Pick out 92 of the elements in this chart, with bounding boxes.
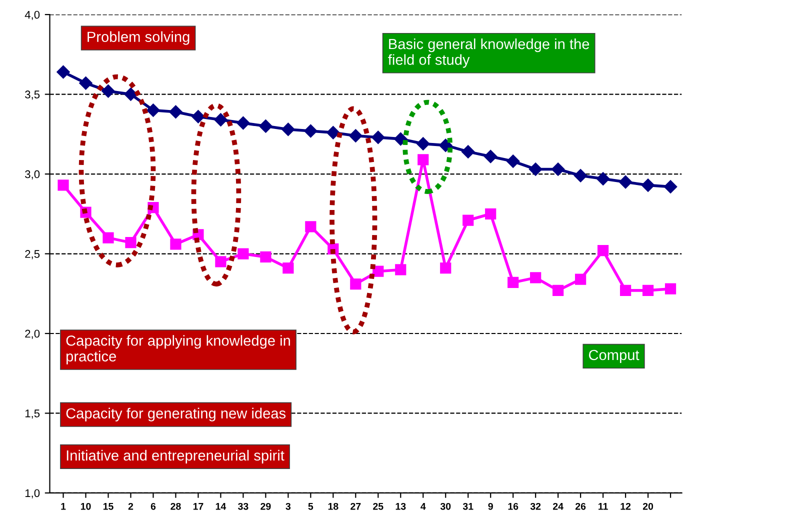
point [170,238,182,250]
y-tick-label: 1,0 [25,489,40,498]
point [395,264,406,276]
annotation: Capacity for generating new ideas [66,408,286,422]
point [552,284,564,296]
x-tick-label: 18 [328,502,338,510]
x-tick-label: 15 [103,503,114,510]
point [462,214,474,226]
point [79,76,92,90]
point [215,256,226,268]
point [418,154,429,166]
x-tick-label: 5 [308,503,314,510]
y-tick-label: 2,5 [25,250,40,260]
x-tick-label: 4 [420,503,426,510]
point [620,284,632,296]
x-tick-label: 11 [598,503,608,510]
point [192,110,205,124]
point [102,84,115,98]
point [530,272,542,284]
x-tick-label: 13 [396,502,406,510]
x-tick-label: 14 [216,503,226,510]
point [440,262,452,274]
x-tick-label: 30 [440,502,451,510]
point [260,251,272,263]
point [641,178,655,192]
annotation: Initiative and entrepreneurial spirit [66,450,284,464]
x-tick-label: 16 [508,502,518,510]
point [238,248,249,260]
y-tick-label: 3,0 [25,170,40,180]
y-tick-label: 4,0 [24,10,40,20]
point [664,180,678,194]
y-tick-label: 3,5 [25,90,40,100]
point [528,162,542,176]
point [236,116,250,130]
x-tick-label: 24 [553,502,564,510]
point [282,122,295,136]
point [439,138,452,152]
x-tick-label: 27 [350,502,361,510]
x-tick-label: 26 [575,502,586,510]
x-tick-label: 33 [238,502,248,510]
point [102,232,114,244]
point [58,180,69,191]
point [125,237,136,248]
point [304,124,318,138]
point [326,126,340,140]
point [506,154,520,168]
x-tick-label: 10 [80,502,91,510]
x-tick-label: 28 [170,502,181,510]
annotation: Problem solving [88,31,190,45]
x-tick-label: 31 [462,502,474,510]
point [642,284,654,296]
point [551,162,565,176]
annotation: Capacity for applying knowledge in practice [66,335,290,364]
x-tick-label: 2 [128,502,134,510]
x-tick-label: 1 [61,503,66,510]
point [596,172,610,186]
point [350,278,362,290]
x-tick-label: 6 [150,502,156,510]
point [485,208,496,220]
point [282,262,294,274]
x-tick-label: 17 [193,503,204,510]
x-tick-label: 12 [620,502,631,510]
point [349,129,362,142]
x-tick-label: 25 [373,502,384,510]
y-tick-label: 2,0 [25,330,40,339]
point [305,221,316,232]
x-tick-label: 20 [642,502,654,510]
point [146,104,160,117]
point [484,150,498,164]
point [372,266,384,277]
annotation: Basic general knowledge in the field of study [388,38,590,68]
x-tick-label: 29 [260,502,271,510]
point [575,274,586,285]
point [124,88,138,101]
point [56,65,70,79]
point [597,245,609,256]
point [574,169,588,182]
point [372,130,385,144]
point [462,145,475,158]
annotation: Comput [588,350,640,364]
point [416,137,430,150]
point [618,175,632,189]
x-tick-label: 32 [530,502,541,510]
point [169,105,182,118]
point [394,132,408,146]
y-tick-label: 1,5 [25,410,40,419]
x-tick-label: 3 [286,502,291,510]
point [508,276,519,288]
point [259,120,272,133]
point [664,283,676,294]
point [214,113,228,126]
x-tick-label: 9 [488,502,493,510]
